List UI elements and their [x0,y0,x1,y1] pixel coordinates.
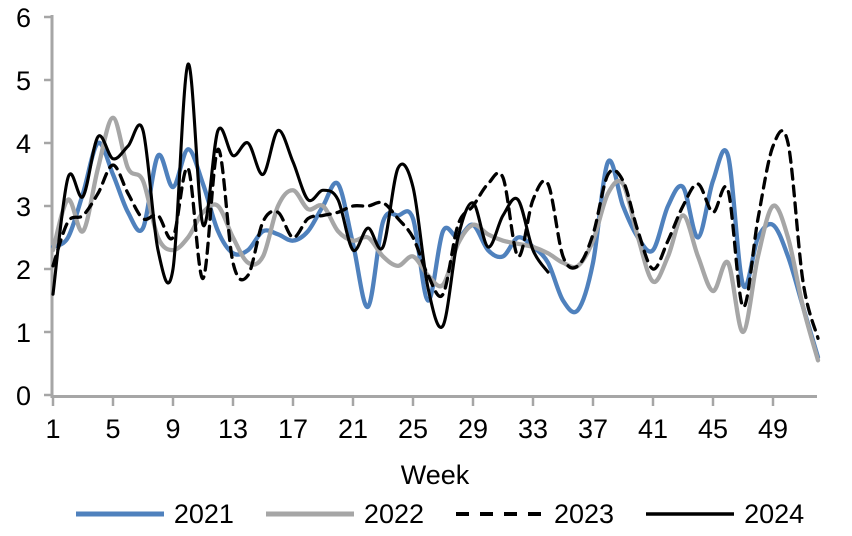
x-tick-label: 49 [758,414,788,444]
x-tick-label: 33 [518,414,548,444]
series-line-2022 [50,115,821,363]
x-tick-label: 29 [458,414,488,444]
x-tick-label: 17 [278,414,308,444]
y-tick-label: 6 [16,3,31,33]
series-lines [50,62,821,363]
series-line-2021 [50,140,821,360]
legend-item-2021: 2021 [74,500,234,528]
x-tick-label: 5 [105,414,120,444]
legend-label-2024: 2024 [744,499,805,529]
y-tick-label: 2 [16,255,31,285]
legend-swatch-2024 [646,512,735,516]
y-tick-label: 3 [16,192,31,222]
series-line-2023 [51,129,820,340]
legend-item-2023: 2023 [454,500,614,528]
legend-label-2022: 2022 [363,499,424,529]
y-tick-label: 4 [16,129,31,159]
x-tick-label: 21 [338,414,368,444]
x-tick-label: 9 [165,414,180,444]
series-line-2024 [51,62,550,329]
x-tick-label: 13 [218,414,248,444]
x-tick-label: 37 [578,414,608,444]
x-tick-label: 1 [45,414,60,444]
legend-label-2021: 2021 [173,499,234,529]
y-tick-label: 0 [16,381,31,411]
legend-item-2024: 2024 [644,500,804,528]
legend-label-2023: 2023 [554,499,615,529]
legend-swatch-2021 [75,511,164,517]
legend: 2021 2022 2023 2024 [0,500,852,528]
legend-swatch-2022 [265,511,354,517]
x-tick-label: 25 [398,414,428,444]
y-tick-label: 5 [16,66,31,96]
x-tick-label: 41 [638,414,668,444]
x-axis-title: Week [401,460,470,490]
x-tick-label: 45 [698,414,728,444]
y-tick-label: 1 [16,318,31,348]
legend-swatch-2023 [456,512,544,516]
legend-item-2022: 2022 [264,500,424,528]
